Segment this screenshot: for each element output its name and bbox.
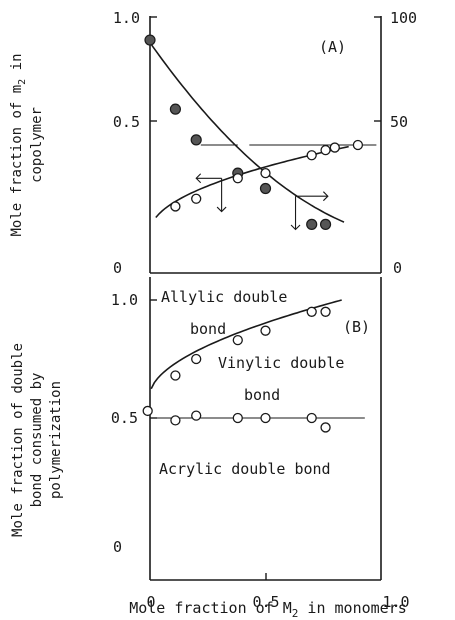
point-allylic-3 xyxy=(260,325,271,336)
arrow-right-head xyxy=(322,191,329,202)
point-open-4 xyxy=(306,150,317,161)
arrow-down-head-1 xyxy=(216,206,227,213)
point-vinylic-2 xyxy=(191,410,202,421)
panel-a-ytick-right-0: 0 xyxy=(393,259,402,277)
panel-b-label: (B) xyxy=(343,318,370,336)
point-allylic-1 xyxy=(191,353,202,365)
panel-a: 1.0 0.5 0 100 50 0 (A) Mole fraction of … xyxy=(9,9,417,277)
curve-right-axis xyxy=(155,145,349,219)
panel-b: 1.0 0.5 0 0 0.5 1.0 Mole fraction of M2 … xyxy=(10,277,410,620)
svg-text:copolymer: copolymer xyxy=(29,107,45,183)
x-axis-label: Mole fraction of M2 in monomers xyxy=(129,599,407,620)
panel-b-ylabel: Mole fraction of double bond consumed by… xyxy=(10,343,64,537)
annotation-acrylic: Acrylic double bond xyxy=(159,460,331,478)
panel-a-plot xyxy=(144,34,377,231)
point-filled-1 xyxy=(169,103,182,115)
panel-b-xtick-1.0: 1.0 xyxy=(382,593,409,611)
point-filled-2 xyxy=(190,134,202,146)
svg-text:Mole fraction of double: Mole fraction of double xyxy=(10,343,26,537)
point-vinylic-3 xyxy=(232,412,243,424)
point-open-7 xyxy=(352,139,364,151)
point-allylic-5 xyxy=(320,306,331,317)
annotation-vinylic-2: bond xyxy=(244,386,280,404)
panel-b-ytick-0.5: 0.5 xyxy=(111,409,138,427)
panel-a-ytick-right-100: 100 xyxy=(390,9,417,27)
point-open-2 xyxy=(232,173,243,184)
panel-a-ytick-1.0: 1.0 xyxy=(113,9,140,27)
point-vinylic-1 xyxy=(170,415,181,426)
panel-a-ylabel: Mole fraction of m2 in copolymer xyxy=(9,53,45,236)
panel-b-ytick-1.0: 1.0 xyxy=(111,291,138,309)
panel-b-plot xyxy=(142,299,365,433)
point-filled-4 xyxy=(259,182,272,195)
point-vinylic-4 xyxy=(260,412,271,424)
curve-m2-copolymer xyxy=(149,42,345,223)
annotation-allylic-1: Allylic double xyxy=(161,288,287,306)
annotation-allylic-2: bond xyxy=(190,320,226,338)
point-vinylic-0 xyxy=(142,405,153,417)
point-vinylic-5 xyxy=(306,412,317,424)
point-open-3 xyxy=(260,168,271,179)
point-filled-0 xyxy=(144,34,156,46)
panel-b-ytick-0: 0 xyxy=(113,538,122,556)
panel-a-ytick-0: 0 xyxy=(113,259,122,277)
panel-b-xtick-0: 0 xyxy=(146,593,155,611)
point-allylic-0 xyxy=(170,370,181,381)
point-open-6 xyxy=(329,142,340,153)
point-open-0 xyxy=(170,201,181,212)
point-allylic-4 xyxy=(306,306,317,317)
point-filled-5 xyxy=(306,218,318,230)
annotation-vinylic-1: Vinylic double xyxy=(218,354,344,372)
point-filled-6 xyxy=(319,218,332,230)
svg-text:polymerization: polymerization xyxy=(48,381,64,499)
panel-a-ytick-right-50: 50 xyxy=(390,113,408,131)
svg-text:bond consumed by: bond consumed by xyxy=(29,373,45,508)
arrow-down-head-2 xyxy=(290,224,301,231)
svg-text:Mole fraction of m2 in: Mole fraction of m2 in xyxy=(9,53,28,236)
point-open-5 xyxy=(320,144,331,156)
panel-a-label: (A) xyxy=(319,38,346,56)
arrow-left-head xyxy=(195,173,202,184)
panel-a-ytick-0.5: 0.5 xyxy=(113,113,140,131)
panel-b-xtick-0.5: 0.5 xyxy=(252,593,279,611)
point-vinylic-6 xyxy=(320,422,331,433)
point-open-1 xyxy=(191,193,202,204)
point-allylic-2 xyxy=(232,334,243,346)
